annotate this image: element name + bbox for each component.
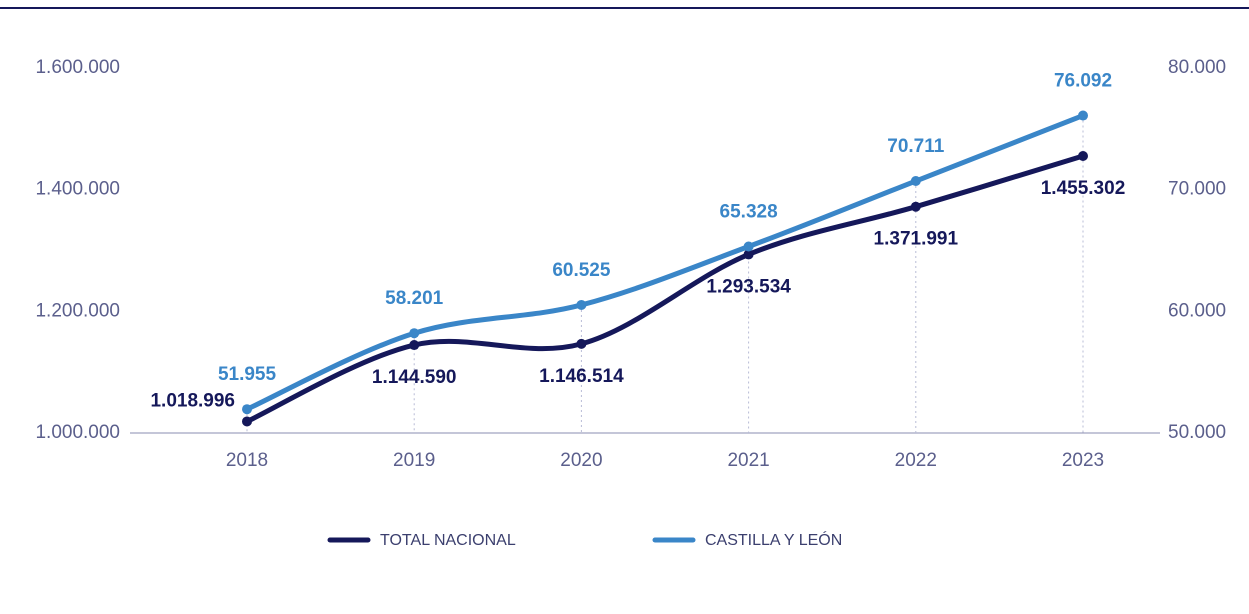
y2-tick-label: 70.000 bbox=[1168, 179, 1226, 200]
data-label: 51.955 bbox=[218, 364, 277, 385]
data-label: 60.525 bbox=[552, 260, 611, 281]
x-tick-label: 2020 bbox=[560, 450, 602, 471]
point bbox=[242, 404, 252, 415]
data-label: 76.092 bbox=[1054, 71, 1112, 92]
data-label: 70.711 bbox=[887, 136, 944, 157]
point bbox=[910, 201, 921, 212]
point bbox=[576, 299, 587, 310]
x-tick-label: 2018 bbox=[226, 450, 268, 471]
data-label: 65.328 bbox=[720, 202, 778, 223]
y-tick-label: 1.200.000 bbox=[35, 300, 120, 321]
series-line bbox=[244, 113, 1086, 412]
y2-tick-label: 80.000 bbox=[1168, 57, 1226, 78]
point bbox=[409, 328, 420, 339]
y-tick-label: 1.400.000 bbox=[35, 179, 120, 200]
y2-tick-label: 60.000 bbox=[1168, 300, 1226, 321]
point bbox=[910, 176, 921, 187]
legend-label: CASTILLA Y LEÓN bbox=[705, 530, 842, 549]
data-label: 1.144.590 bbox=[372, 367, 457, 388]
data-label: 1.371.991 bbox=[874, 229, 959, 250]
y2-tick-label: 50.000 bbox=[1168, 422, 1226, 443]
point bbox=[576, 338, 587, 349]
data-label: 1.018.996 bbox=[150, 390, 235, 411]
point bbox=[743, 241, 754, 252]
point bbox=[1078, 151, 1088, 162]
x-tick-label: 2022 bbox=[895, 450, 937, 471]
x-tick-label: 2019 bbox=[393, 450, 435, 471]
series-line bbox=[244, 153, 1086, 424]
data-label: 58.201 bbox=[385, 288, 444, 309]
data-label: 1.455.302 bbox=[1041, 178, 1126, 199]
legend-label: TOTAL NACIONAL bbox=[380, 532, 516, 549]
data-label: 1.146.514 bbox=[539, 366, 624, 387]
data-label: 1.293.534 bbox=[706, 276, 791, 297]
point bbox=[242, 416, 252, 427]
y-tick-label: 1.600.000 bbox=[35, 57, 120, 78]
point bbox=[743, 249, 754, 260]
point bbox=[409, 340, 420, 351]
y-tick-label: 1.000.000 bbox=[35, 422, 120, 443]
point bbox=[1078, 110, 1088, 121]
x-tick-label: 2021 bbox=[727, 450, 769, 471]
x-tick-label: 2023 bbox=[1062, 450, 1104, 471]
